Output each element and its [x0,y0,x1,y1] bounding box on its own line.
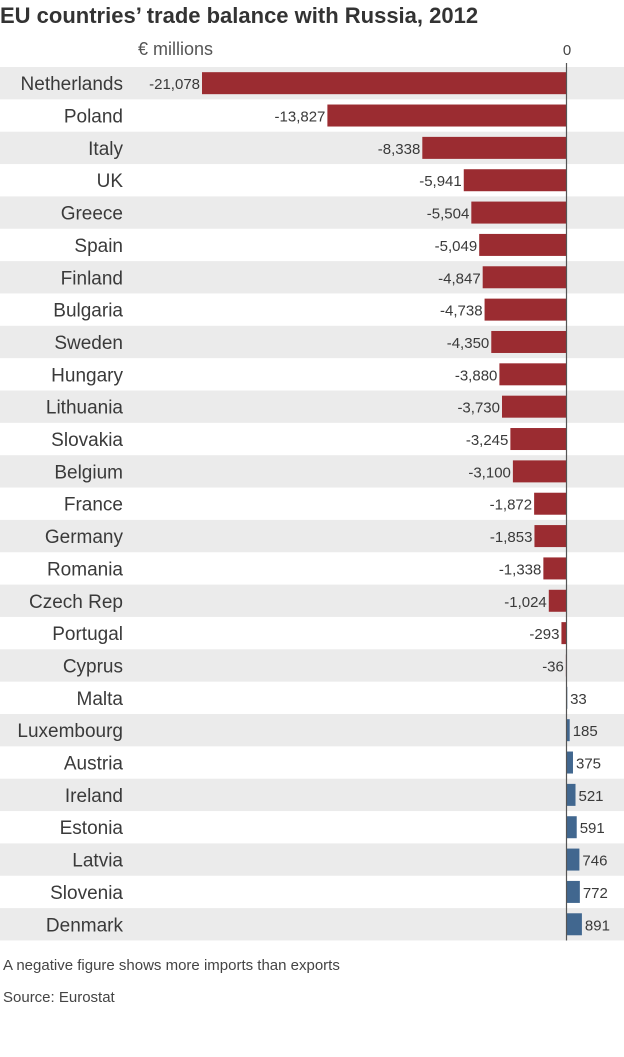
unit-label: € millions [138,39,214,59]
category-label: Greece [61,204,123,225]
category-label: Poland [64,107,123,128]
value-label: -8,338 [378,141,421,158]
bar [463,169,567,192]
category-label: Ireland [65,786,123,807]
bar [484,298,567,321]
value-label: 33 [570,691,587,708]
value-label: -3,100 [468,464,511,481]
category-label: UK [97,171,124,192]
row-background [0,519,624,553]
zero-tick-label: 0 [562,42,572,59]
row-background [0,584,624,617]
chart-title: EU countries’ trade balance with Russia,… [0,3,479,28]
bar [566,848,580,871]
value-label: 185 [573,723,598,740]
bar [471,201,567,224]
bar [510,428,567,451]
value-label: 591 [580,820,605,837]
value-label: -5,504 [427,206,470,223]
value-label: -5,049 [435,238,478,255]
bar [422,136,567,159]
bar [566,719,570,742]
category-label: Finland [61,268,123,289]
value-label: -293 [529,626,559,643]
value-label: -36 [542,658,564,675]
value-label: 891 [585,917,610,934]
value-label: -1,338 [499,561,542,578]
value-label: -1,872 [490,497,533,514]
bar [327,104,567,127]
value-label: -4,350 [447,335,490,352]
category-label: Romania [47,559,123,580]
chart-source: Source: Eurostat [3,989,115,1006]
value-label: 375 [576,756,601,773]
category-label: Slovakia [51,430,123,451]
value-label: -3,245 [466,432,509,449]
bar [534,525,567,548]
value-label: -21,078 [149,76,200,93]
bar [491,330,567,353]
category-label: Estonia [60,818,124,839]
category-label: Netherlands [21,74,123,95]
bar [566,751,573,774]
category-label: Bulgaria [53,301,123,322]
row-background [0,714,624,747]
bar [566,783,576,806]
bar [566,816,577,839]
category-label: France [64,495,123,516]
category-label: Spain [74,236,123,257]
value-label: -1,853 [490,529,533,546]
bar [501,395,567,418]
row-background [0,843,624,876]
bar [543,557,567,580]
row-background [0,649,624,682]
category-label: Czech Rep [29,592,123,613]
category-label: Hungary [51,365,123,386]
value-label: -4,738 [440,303,483,320]
bar [499,363,567,386]
row-background [0,778,624,812]
category-label: Portugal [52,624,123,645]
bar [479,233,567,256]
bar [482,266,567,289]
category-label: Austria [64,754,124,775]
category-label: Slovenia [50,883,123,904]
chart-note: A negative figure shows more imports tha… [3,957,340,974]
category-label: Italy [88,139,123,160]
row-background [0,908,624,941]
bar [566,880,580,903]
bar-chart: Netherlands -21,078 Poland -13,827 Italy -8,3… [0,63,624,941]
value-label: -5,941 [419,173,462,190]
bar [548,589,567,612]
value-label: 772 [583,885,608,902]
value-label: -4,847 [438,270,481,287]
value-label: -13,827 [275,109,326,126]
category-label: Latvia [72,851,123,872]
value-label: 521 [579,788,604,805]
category-label: Lithuania [46,398,124,419]
category-label: Luxembourg [17,721,123,742]
category-label: Denmark [46,915,124,936]
category-label: Germany [45,527,124,548]
category-label: Sweden [54,333,123,354]
value-label: 746 [582,853,607,870]
bar [202,72,567,95]
category-label: Cyprus [63,656,123,677]
bar [534,492,567,515]
value-label: -3,730 [457,400,500,417]
value-label: -1,024 [504,594,547,611]
bar [561,622,567,645]
category-label: Belgium [54,462,123,483]
value-label: -3,880 [455,367,498,384]
category-label: Malta [77,689,124,710]
bar [512,460,567,483]
bar [566,913,582,936]
